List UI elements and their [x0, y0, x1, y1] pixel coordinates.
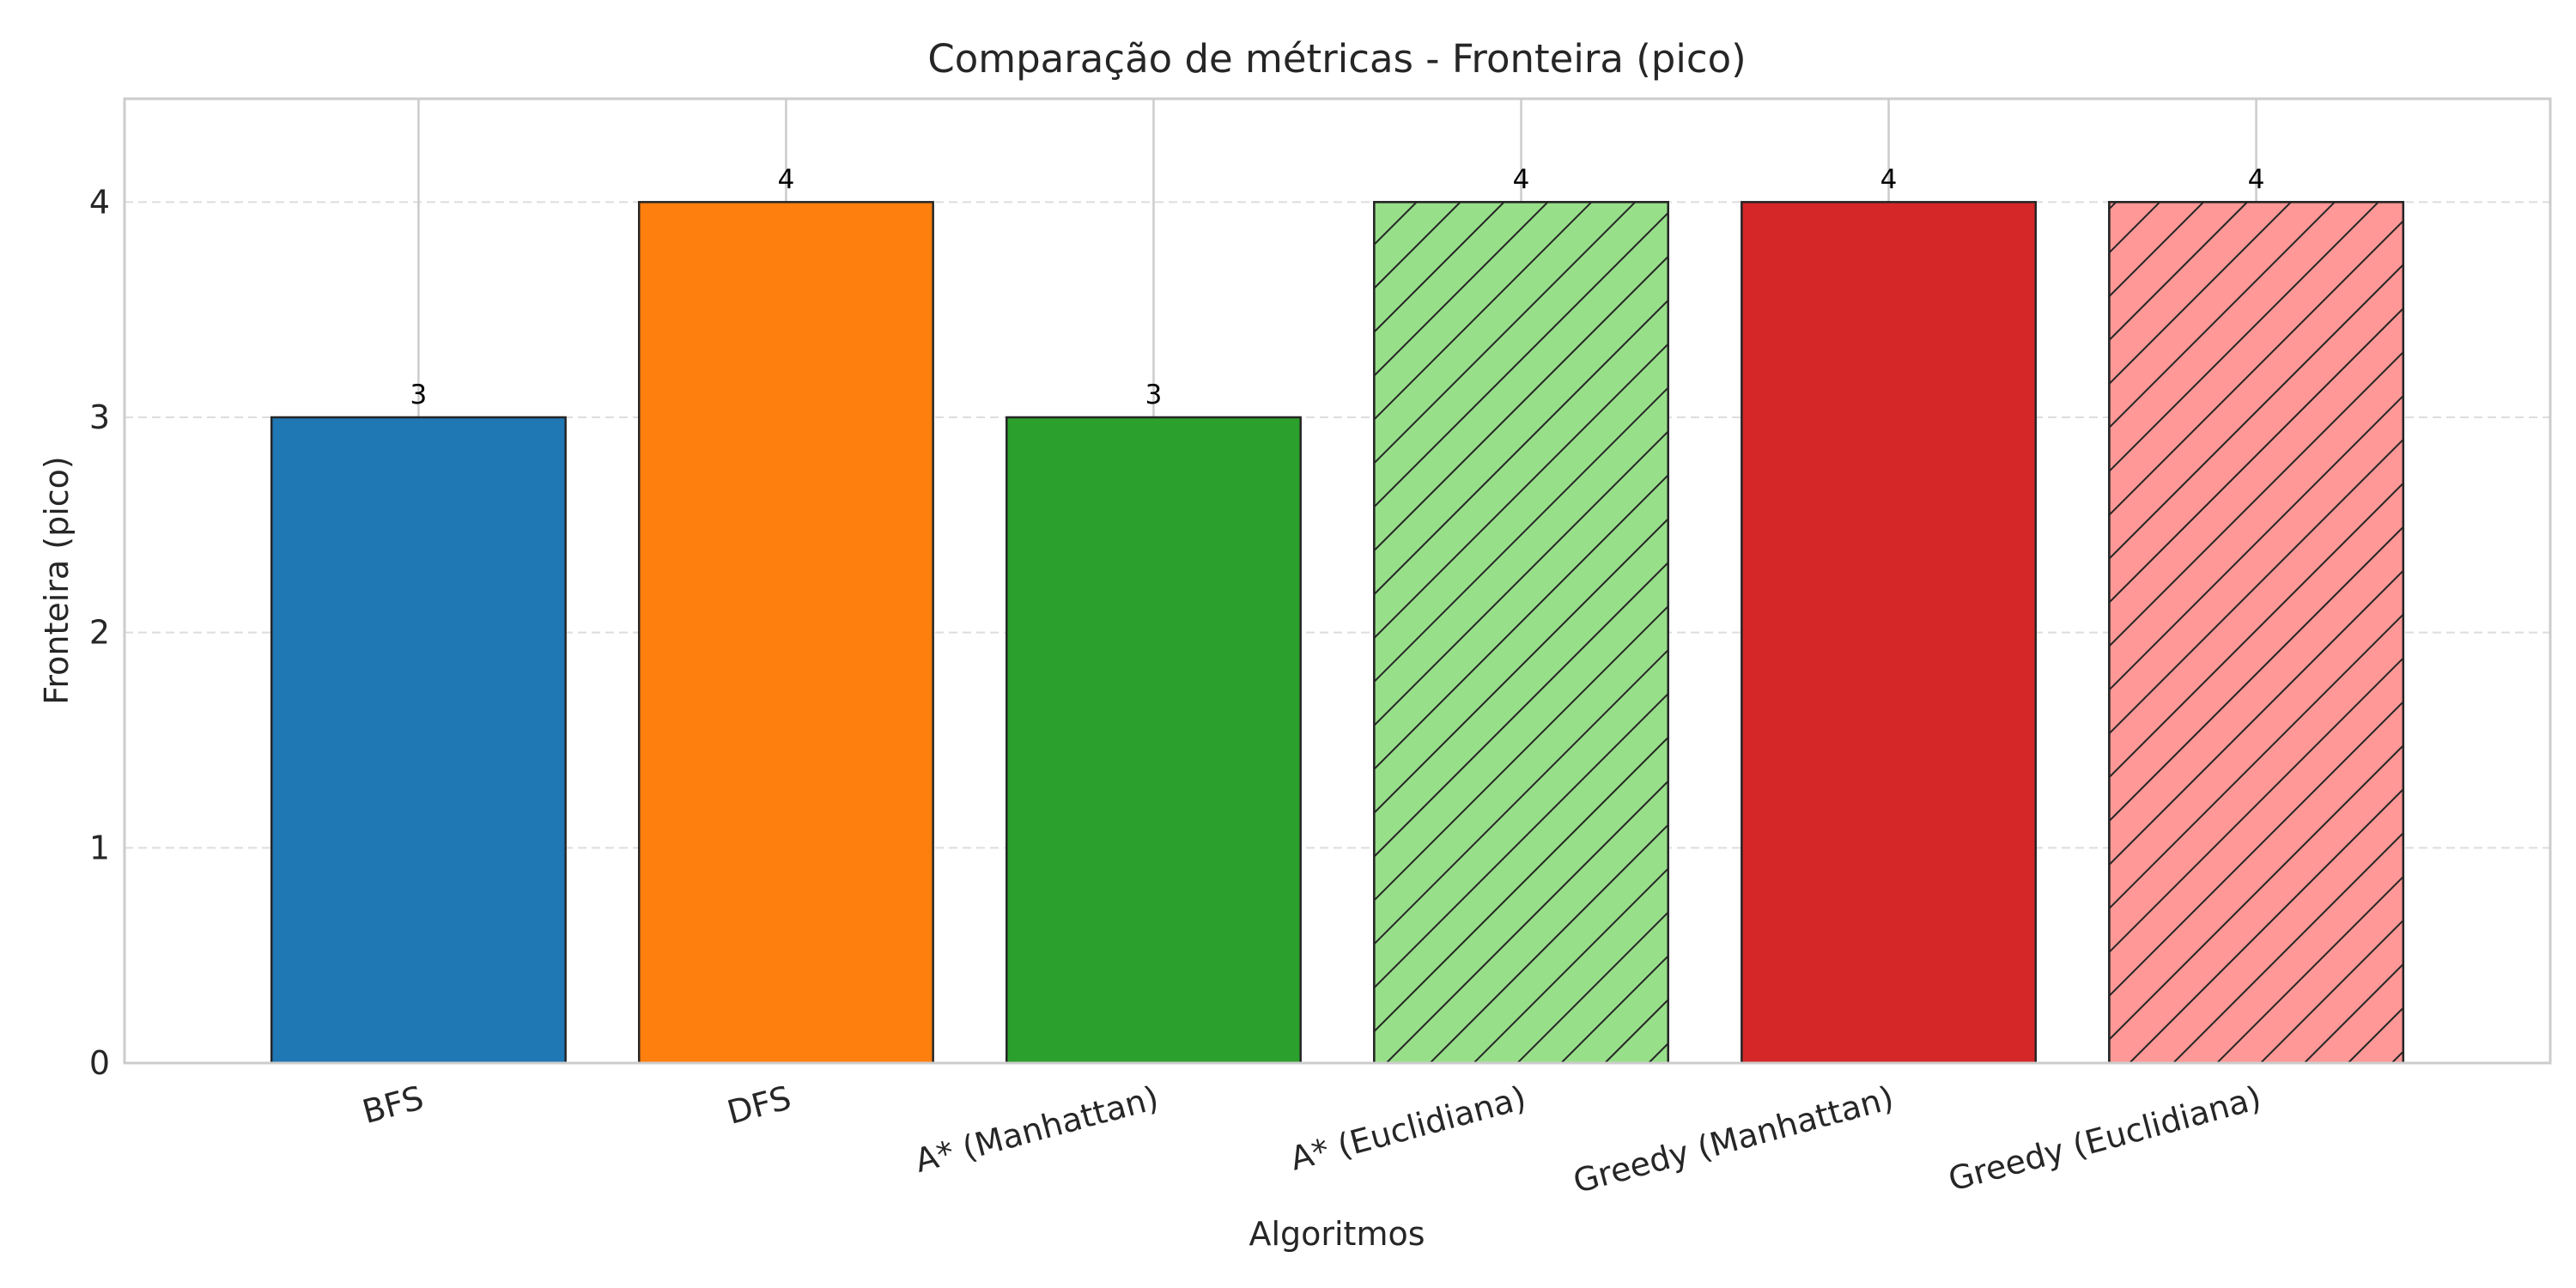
- x-tick-label: DFS: [723, 1078, 794, 1132]
- x-tick-label: A* (Euclidiana): [1286, 1078, 1530, 1178]
- bars: [270, 201, 2405, 1065]
- y-tick-labels: 0 1 2 3 4: [89, 183, 110, 1082]
- bar-hatch: [2108, 201, 2405, 1065]
- data-labels: 3 4 3 4 4 4: [410, 164, 2265, 410]
- bar-dfs: [637, 201, 934, 1065]
- plot-frame: [123, 97, 2552, 1065]
- bar-bfs: [270, 416, 567, 1065]
- bar-value-label: 4: [2248, 164, 2265, 195]
- bar-value-label: 4: [1880, 164, 1898, 195]
- y-tick-label: 0: [89, 1044, 110, 1082]
- x-tick-label: Greedy (Manhattan): [1570, 1078, 1898, 1200]
- y-tick-label: 2: [89, 614, 110, 652]
- bar-value-label: 3: [410, 380, 428, 410]
- y-tick-label: 1: [89, 829, 110, 866]
- y-tick-label: 4: [89, 183, 110, 221]
- x-tick-label: A* (Manhattan): [911, 1078, 1163, 1180]
- bar-value-label: 4: [1513, 164, 1530, 195]
- y-tick-label: 3: [89, 398, 110, 436]
- bar-a-manhattan: [1005, 416, 1302, 1065]
- bar-value-label: 3: [1145, 380, 1163, 410]
- bar-hatch: [1373, 201, 1669, 1065]
- x-axis-label: Algoritmos: [1249, 1215, 1425, 1253]
- bar-value-label: 4: [778, 164, 795, 195]
- x-tick-labels: BFS DFS A* (Manhattan) A* (Euclidiana) Greed…: [358, 1078, 2264, 1200]
- x-tick-label: BFS: [358, 1078, 427, 1131]
- chart-title: Comparação de métricas - Fronteira (pico…: [927, 36, 1746, 82]
- y-axis-label: Fronteira (pico): [38, 456, 76, 705]
- x-tick-label: Greedy (Euclidiana): [1945, 1078, 2265, 1199]
- bar-greedy-manhattan: [1741, 201, 2038, 1065]
